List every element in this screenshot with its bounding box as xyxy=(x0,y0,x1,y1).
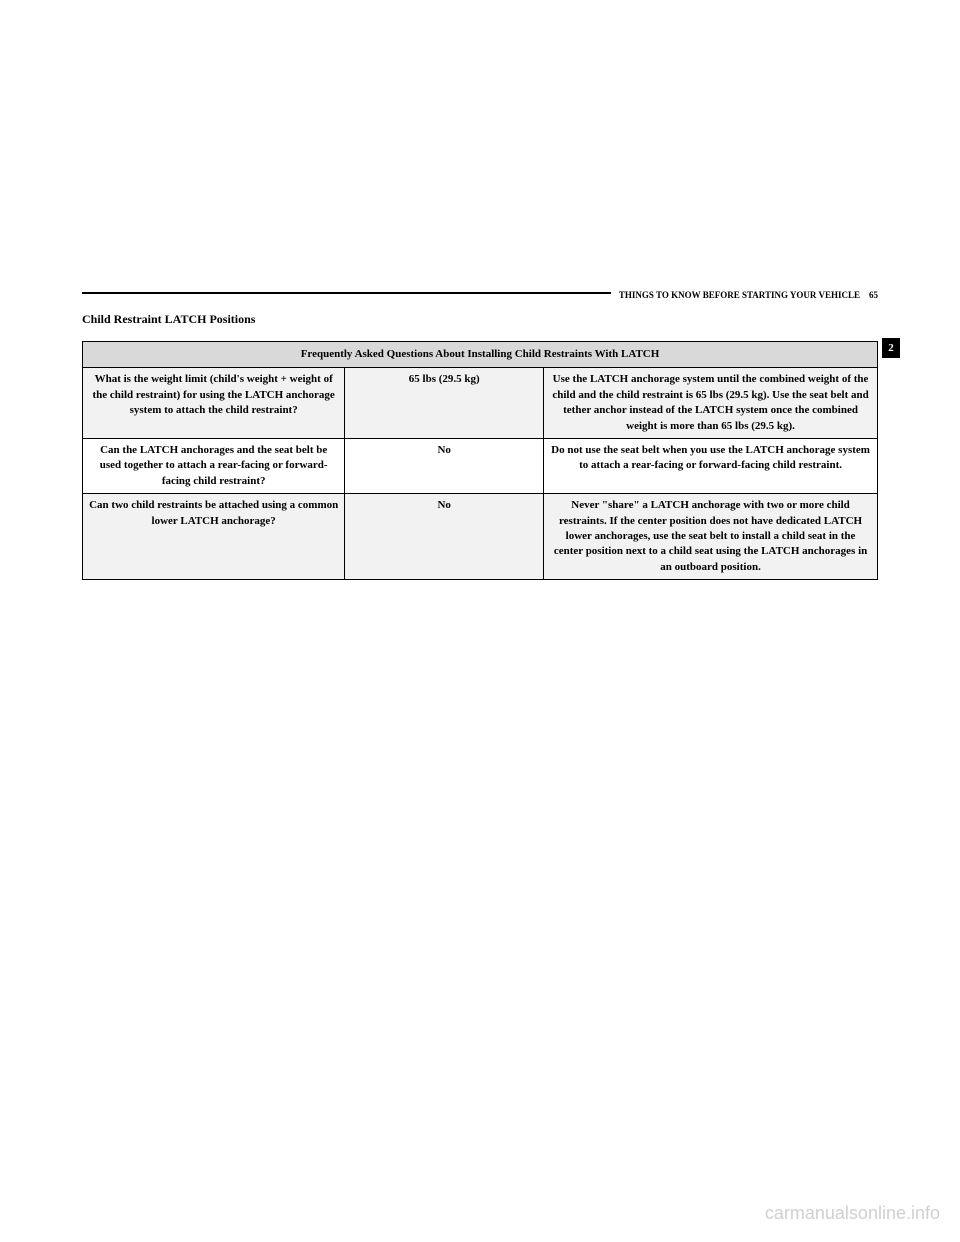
section-tab: 2 xyxy=(882,338,900,358)
faq-question: What is the weight limit (child's weight… xyxy=(83,368,345,439)
table-row: What is the weight limit (child's weight… xyxy=(83,368,878,439)
chapter-title: THINGS TO KNOW BEFORE STARTING YOUR VEHI… xyxy=(619,290,878,300)
table-header: Frequently Asked Questions About Install… xyxy=(83,342,878,368)
faq-explanation: Never "share" a LATCH anchorage with two… xyxy=(544,494,878,580)
page-number: 65 xyxy=(869,290,878,300)
faq-answer: No xyxy=(345,438,544,493)
faq-explanation: Use the LATCH anchorage system until the… xyxy=(544,368,878,439)
faq-question: Can two child restraints be attached usi… xyxy=(83,494,345,580)
table-row: Can two child restraints be attached usi… xyxy=(83,494,878,580)
faq-explanation: Do not use the seat belt when you use th… xyxy=(544,438,878,493)
faq-answer: 65 lbs (29.5 kg) xyxy=(345,368,544,439)
faq-answer: No xyxy=(345,494,544,580)
faq-table: Frequently Asked Questions About Install… xyxy=(82,341,878,580)
page-content: THINGS TO KNOW BEFORE STARTING YOUR VEHI… xyxy=(82,290,878,580)
page-header: THINGS TO KNOW BEFORE STARTING YOUR VEHI… xyxy=(82,290,878,300)
header-rule xyxy=(82,292,611,294)
watermark: carmanualsonline.info xyxy=(765,1203,940,1224)
section-title: Child Restraint LATCH Positions xyxy=(82,312,878,327)
chapter-text: THINGS TO KNOW BEFORE STARTING YOUR VEHI… xyxy=(619,290,860,300)
table-row: Can the LATCH anchorages and the seat be… xyxy=(83,438,878,493)
faq-question: Can the LATCH anchorages and the seat be… xyxy=(83,438,345,493)
